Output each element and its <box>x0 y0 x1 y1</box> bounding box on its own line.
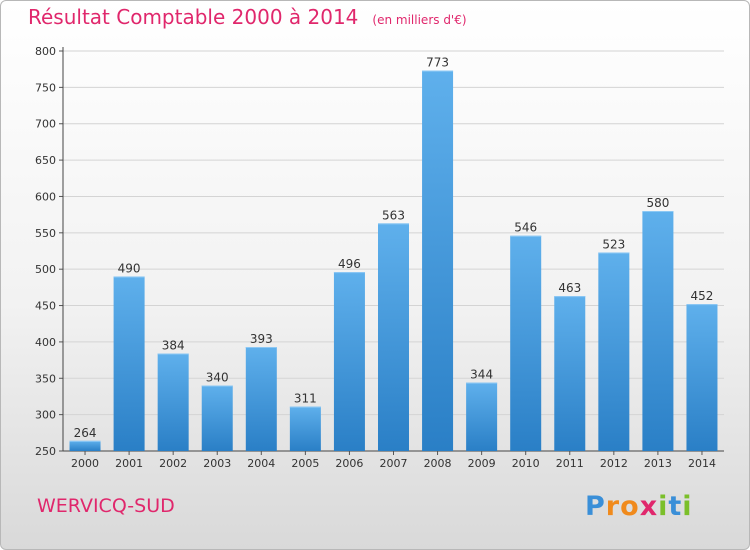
bar-2000 <box>69 440 101 451</box>
logo-letter: x <box>639 491 659 522</box>
data-label-2013: 580 <box>646 196 669 210</box>
logo-letter: t <box>668 491 683 522</box>
data-label-2003: 340 <box>206 371 229 385</box>
bars-layer <box>69 70 718 452</box>
x-tick-label: 2014 <box>688 457 716 470</box>
bar-2002 <box>157 353 189 451</box>
data-label-2009: 344 <box>470 368 493 382</box>
y-tick-label: 600 <box>35 190 56 203</box>
x-tick-label: 2010 <box>512 457 540 470</box>
x-tick-label: 2005 <box>291 457 319 470</box>
title-row: Résultat Comptable 2000 à 2014 (en milli… <box>28 5 467 29</box>
bar-2010 <box>510 235 542 451</box>
x-tick-label: 2013 <box>644 457 672 470</box>
logo-letter: i <box>682 491 693 522</box>
x-tick-label: 2003 <box>203 457 231 470</box>
data-label-2005: 311 <box>294 392 317 406</box>
y-tick-label: 750 <box>35 81 56 94</box>
x-tick-label: 2001 <box>115 457 143 470</box>
data-label-2014: 452 <box>691 289 714 303</box>
bar-2009 <box>466 382 498 451</box>
y-tick-label: 450 <box>35 300 56 313</box>
x-tick-label: 2008 <box>424 457 452 470</box>
data-label-2006: 496 <box>338 257 361 271</box>
y-tick-label: 550 <box>35 227 56 240</box>
data-label-2000: 264 <box>74 426 97 440</box>
data-label-2002: 384 <box>162 339 185 353</box>
logo-letter: i <box>658 491 669 522</box>
x-tick-label: 2007 <box>380 457 408 470</box>
data-label-2004: 393 <box>250 332 273 346</box>
bar-2005 <box>289 406 321 451</box>
bar-2006 <box>333 272 365 451</box>
logo-letter: P <box>585 491 606 522</box>
bar-2008 <box>422 70 454 452</box>
y-tick-label: 350 <box>35 372 56 385</box>
chart-title: Résultat Comptable 2000 à 2014 <box>28 5 359 29</box>
x-tick-label: 2000 <box>71 457 99 470</box>
y-tick-label: 400 <box>35 336 56 349</box>
logo-letter: r <box>605 491 621 522</box>
data-label-2007: 563 <box>382 208 405 222</box>
x-tick-label: 2006 <box>335 457 363 470</box>
logo-letter: o <box>620 491 640 522</box>
bar-2003 <box>201 385 233 451</box>
labels-layer: 264 490 384 340 393 311 496 563 773 344 546 463 523 5… <box>74 56 714 440</box>
x-tick-label: 2002 <box>159 457 187 470</box>
x-tick-label: 2011 <box>556 457 584 470</box>
data-label-2008: 773 <box>426 56 449 70</box>
y-tick-label: 800 <box>35 45 56 58</box>
proxiti-logo: Proxiti <box>585 491 693 522</box>
chart-subtitle: (en milliers d'€) <box>372 13 467 27</box>
location-name: WERVICQ-SUD <box>37 495 175 517</box>
x-tick-label: 2009 <box>468 457 496 470</box>
data-label-2012: 523 <box>602 237 625 251</box>
bar-2011 <box>554 296 586 451</box>
bar-2014 <box>686 304 718 451</box>
y-tick-label: 250 <box>35 445 56 458</box>
y-tick-label: 700 <box>35 118 56 131</box>
bar-2013 <box>642 211 674 451</box>
data-label-2001: 490 <box>118 261 141 275</box>
y-tick-label: 650 <box>35 154 56 167</box>
y-tick-label: 500 <box>35 263 56 276</box>
bar-2001 <box>113 276 145 451</box>
data-label-2010: 546 <box>514 221 537 235</box>
x-tick-label: 2012 <box>600 457 628 470</box>
bar-2012 <box>598 252 630 451</box>
bar-2007 <box>378 223 409 451</box>
bar-2004 <box>245 347 277 451</box>
x-tick-label: 2004 <box>247 457 275 470</box>
data-label-2011: 463 <box>558 281 581 295</box>
y-tick-label: 300 <box>35 409 56 422</box>
